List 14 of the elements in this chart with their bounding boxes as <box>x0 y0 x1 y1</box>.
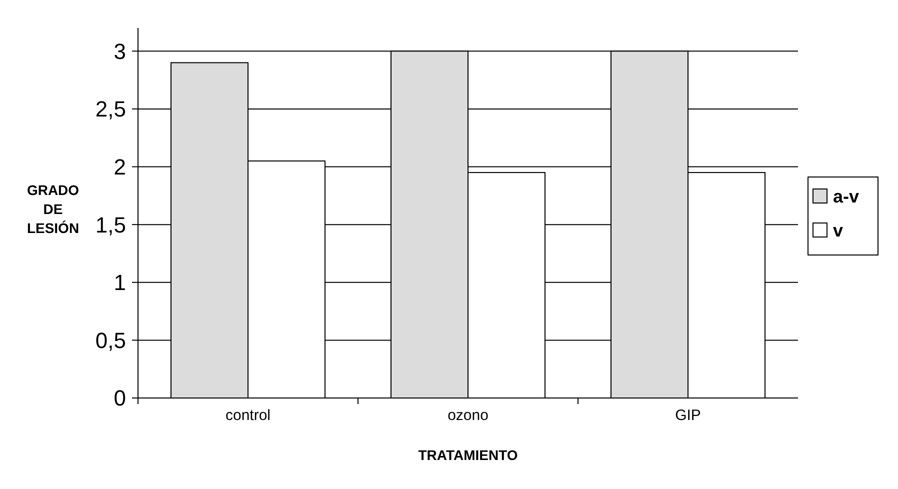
y-tick-label: 1 <box>114 270 126 296</box>
x-axis-title: TRATAMIENTO <box>418 447 518 463</box>
x-tick-label: control <box>225 407 271 424</box>
y-tick-label: 1,5 <box>95 212 126 238</box>
x-tick-label: ozono <box>448 407 488 424</box>
x-tick-label: GIP <box>675 407 701 424</box>
y-tick-label: 2,5 <box>95 96 126 122</box>
legend-label: a-v <box>833 186 860 206</box>
legend-label: v <box>833 220 844 240</box>
y-axis-title: GRADO DE LESIÓN <box>26 182 80 236</box>
y-tick-label: 0,5 <box>95 328 126 353</box>
y-tick-label: 2 <box>114 154 126 180</box>
y-tick-label: 3 <box>114 38 126 64</box>
y-tick-label: 0 <box>114 386 126 411</box>
